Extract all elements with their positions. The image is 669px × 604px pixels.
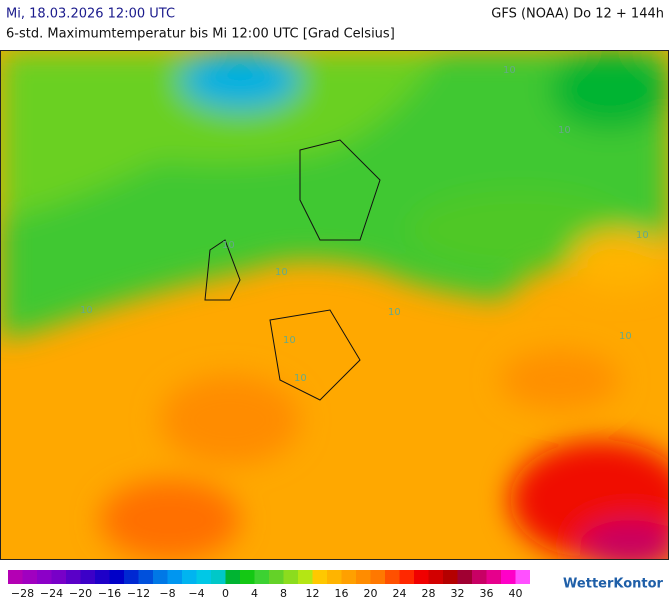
scale-label: −8	[159, 587, 175, 600]
scale-label: 20	[364, 587, 378, 600]
scale-label: −12	[127, 587, 150, 600]
color-box	[312, 570, 327, 584]
contour-label: 10	[80, 305, 93, 316]
scale-label: 8	[280, 587, 287, 600]
contour-label: 10	[503, 65, 516, 76]
description: 6-std. Maximumtemperatur bis Mi 12:00 UT…	[6, 27, 395, 42]
scale-label: 40	[509, 587, 523, 600]
scale-label: −28	[11, 587, 34, 600]
color-box	[501, 570, 516, 584]
contour-label: 10	[558, 125, 571, 136]
color-box	[298, 570, 313, 584]
scale-label: −16	[98, 587, 121, 600]
scale-label: 16	[335, 587, 349, 600]
model-run: GFS (NOAA) Do 12 + 144h	[491, 7, 664, 22]
color-box	[457, 570, 472, 584]
scale-label: 0	[222, 587, 229, 600]
color-box	[515, 570, 530, 584]
contour-label: 10	[294, 373, 307, 384]
color-box	[472, 570, 487, 584]
color-scale: −28 −24 −20 −16 −12 −8 −4 0 4 8 12 16 20 24 28 32 36 40	[8, 570, 530, 600]
scale-label: −20	[69, 587, 92, 600]
color-box	[37, 570, 52, 584]
contour-label: 10	[283, 335, 296, 346]
scale-label: 36	[480, 587, 494, 600]
color-box	[153, 570, 168, 584]
scale-label: 24	[393, 587, 407, 600]
scale-label: 32	[451, 587, 465, 600]
color-box	[269, 570, 284, 584]
color-box	[399, 570, 414, 584]
color-box	[356, 570, 371, 584]
map: 10 10 10 10 10 10 10 10 10 10	[1, 51, 668, 559]
scale-label: 12	[306, 587, 320, 600]
color-box	[225, 570, 240, 584]
color-box	[80, 570, 95, 584]
color-box	[22, 570, 37, 584]
color-box	[51, 570, 66, 584]
color-box	[124, 570, 139, 584]
color-box	[283, 570, 298, 584]
color-box	[327, 570, 342, 584]
contour-label: 10	[619, 331, 632, 342]
color-box	[211, 570, 226, 584]
color-box	[254, 570, 269, 584]
color-box	[109, 570, 124, 584]
scale-label: −24	[40, 587, 63, 600]
color-box	[428, 570, 443, 584]
scale-label: 28	[422, 587, 436, 600]
contour-label: 10	[636, 230, 649, 241]
contour-label: 10	[275, 267, 288, 278]
color-box	[8, 570, 23, 584]
color-box	[138, 570, 153, 584]
color-box	[370, 570, 385, 584]
color-box	[66, 570, 81, 584]
contour-label: 10	[388, 307, 401, 318]
color-box	[182, 570, 197, 584]
scale-label: −4	[188, 587, 204, 600]
valid-time: Mi, 18.03.2026 12:00 UTC	[6, 7, 175, 22]
color-box	[167, 570, 182, 584]
color-box	[443, 570, 458, 584]
color-box	[196, 570, 211, 584]
color-box	[95, 570, 110, 584]
color-box	[240, 570, 255, 584]
color-box	[385, 570, 400, 584]
color-box	[486, 570, 501, 584]
scale-label: 4	[251, 587, 258, 600]
contour-label: 10	[222, 240, 235, 251]
color-box	[341, 570, 356, 584]
color-box	[414, 570, 429, 584]
logo: WetterKontor	[563, 577, 664, 592]
